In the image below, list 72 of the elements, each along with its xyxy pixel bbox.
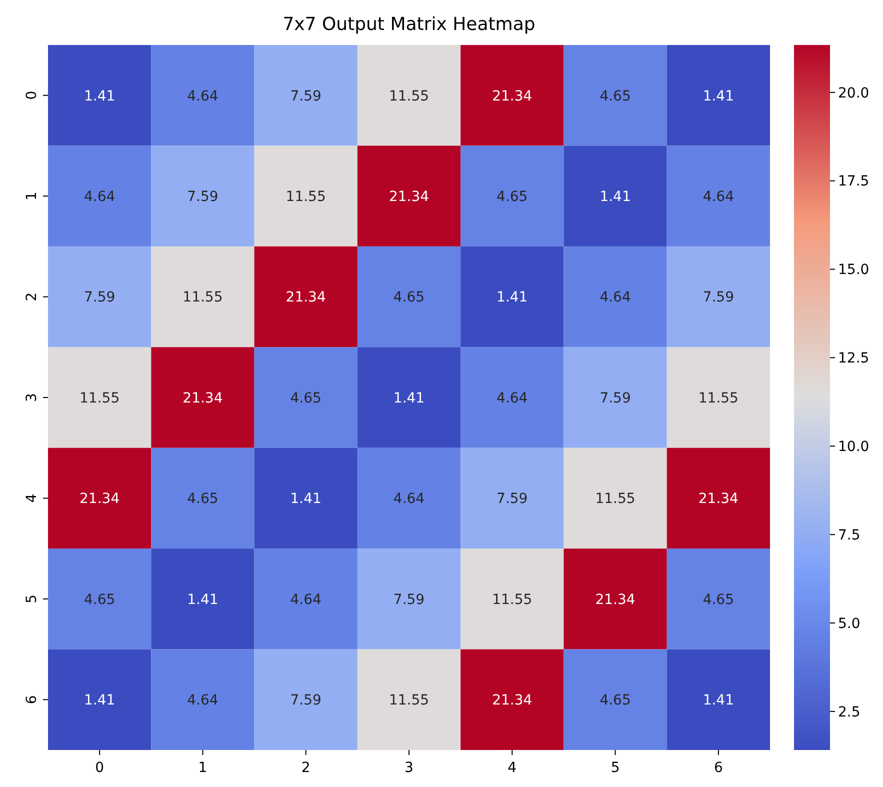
data-label: 11.55 bbox=[698, 390, 738, 406]
y-tick-label: 5 bbox=[24, 594, 40, 604]
data-label: 4.64 bbox=[496, 390, 528, 406]
data-label: 1.41 bbox=[84, 88, 116, 104]
data-label: 7.59 bbox=[187, 188, 218, 205]
data-label: 1.41 bbox=[702, 692, 734, 709]
data-label: 7.59 bbox=[600, 390, 631, 406]
data-label: 7.59 bbox=[290, 692, 322, 709]
x-tick-label: 1 bbox=[198, 760, 208, 776]
data-label: 11.55 bbox=[492, 592, 532, 608]
color-bar-label: 15.0 bbox=[838, 262, 870, 278]
data-label: 1.41 bbox=[290, 491, 322, 508]
data-label: 7.59 bbox=[702, 290, 734, 306]
y-tick-label: 4 bbox=[24, 494, 40, 503]
data-label: 21.34 bbox=[80, 491, 120, 508]
data-label: 4.64 bbox=[600, 290, 631, 306]
data-label: 1.41 bbox=[702, 88, 734, 104]
x-tick-label: 6 bbox=[714, 760, 723, 776]
chart-title: 7x7 Output Matrix Heatmap bbox=[282, 14, 536, 35]
color-bar-label: 20.0 bbox=[838, 85, 870, 102]
data-label: 11.55 bbox=[388, 88, 430, 104]
data-label: 4.64 bbox=[187, 88, 218, 104]
data-label: 11.55 bbox=[388, 692, 430, 709]
data-label: 1.41 bbox=[187, 592, 218, 608]
data-label: 4.64 bbox=[393, 491, 425, 508]
data-label: 21.34 bbox=[182, 390, 223, 406]
data-label: 11.55 bbox=[286, 188, 326, 205]
color-bar-label: 5.0 bbox=[838, 616, 860, 632]
data-label: 21.34 bbox=[286, 290, 326, 306]
data-label: 21.34 bbox=[492, 692, 532, 709]
data-label: 4.65 bbox=[702, 592, 734, 608]
data-label: 7.59 bbox=[393, 592, 425, 608]
x-tick-label: 5 bbox=[610, 760, 620, 776]
data-label: 1.41 bbox=[393, 390, 425, 406]
data-label: 21.34 bbox=[388, 188, 430, 205]
color-bar-label: 2.5 bbox=[838, 704, 860, 720]
data-label: 21.34 bbox=[595, 592, 636, 608]
y-tick-label: 2 bbox=[24, 292, 40, 302]
data-label: 1.41 bbox=[84, 692, 116, 709]
y-tick-label: 0 bbox=[24, 90, 40, 100]
data-label: 7.59 bbox=[496, 491, 528, 508]
data-label: 21.34 bbox=[492, 88, 532, 104]
data-label: 4.65 bbox=[496, 188, 528, 205]
data-label: 11.55 bbox=[80, 390, 120, 406]
data-label: 21.34 bbox=[698, 491, 739, 508]
data-label: 11.55 bbox=[595, 491, 636, 508]
data-label: 1.41 bbox=[600, 188, 631, 205]
color-bar-label: 7.5 bbox=[838, 527, 860, 544]
x-tick-label: 2 bbox=[301, 760, 310, 776]
color-bar-label: 12.5 bbox=[838, 350, 870, 367]
data-label: 4.65 bbox=[600, 88, 631, 104]
color-bar-label: 10.0 bbox=[838, 439, 870, 456]
color-bar-label: 17.5 bbox=[838, 174, 870, 190]
data-label: 4.65 bbox=[187, 491, 218, 508]
y-tick-label: 1 bbox=[24, 192, 40, 201]
data-label: 4.65 bbox=[393, 290, 425, 306]
data-label: 7.59 bbox=[84, 290, 116, 306]
data-label: 7.59 bbox=[290, 88, 322, 104]
data-label: 4.64 bbox=[187, 692, 218, 709]
data-label: 4.64 bbox=[84, 188, 116, 205]
data-label: 4.64 bbox=[290, 592, 322, 608]
data-label: 4.64 bbox=[702, 188, 734, 205]
data-label: 1.41 bbox=[496, 290, 528, 306]
data-label: 11.55 bbox=[182, 290, 223, 306]
y-tick-label: 3 bbox=[24, 393, 40, 402]
data-label: 4.65 bbox=[84, 592, 116, 608]
x-tick-label: 0 bbox=[95, 760, 104, 776]
y-tick-label: 6 bbox=[24, 695, 40, 704]
x-tick-label: 3 bbox=[404, 760, 414, 776]
data-label: 4.65 bbox=[600, 692, 631, 709]
x-tick-label: 4 bbox=[508, 760, 517, 776]
data-label: 4.65 bbox=[290, 390, 322, 406]
